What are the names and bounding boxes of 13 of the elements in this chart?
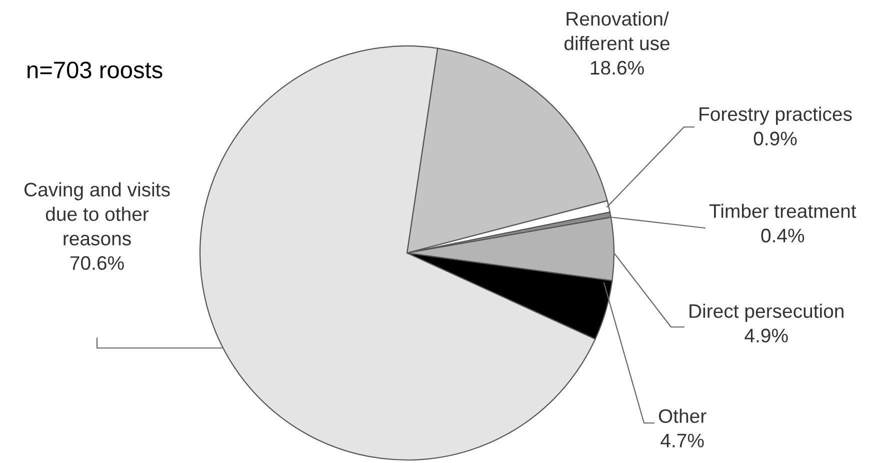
- text: n=703 roosts: [28, 62, 162, 78]
- slice-label: Forestry practices: [700, 106, 852, 125]
- data-label: 0.4%: [761, 228, 804, 242]
- slice-label: Renovation/ different use: [564, 11, 670, 50]
- data-label: 4.9%: [744, 328, 788, 342]
- slice-label: Timber treatment: [709, 204, 856, 218]
- slice-label: Other: [658, 408, 706, 423]
- data-label: 4.7%: [660, 434, 704, 448]
- slice-label: Direct persecution: [690, 304, 844, 322]
- slice-label: Caving and visits due to other reasons: [24, 182, 170, 246]
- data-label: 70.6%: [70, 256, 124, 270]
- data-label: 0.9%: [754, 132, 797, 146]
- data-label: 18.6%: [590, 60, 644, 75]
